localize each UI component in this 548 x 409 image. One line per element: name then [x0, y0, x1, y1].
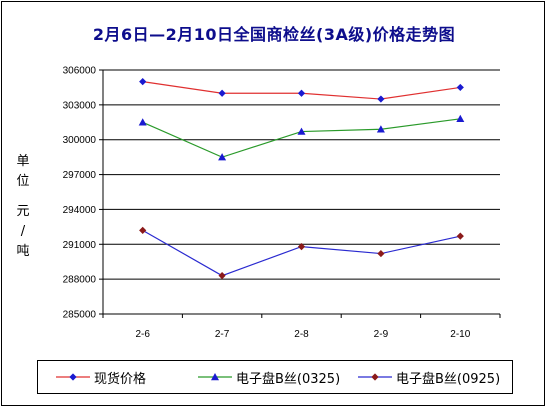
x-tick-label: 2-9	[374, 329, 389, 340]
grid-lines	[103, 69, 500, 315]
data-point-0325	[138, 118, 147, 126]
series-line-0925	[142, 229, 461, 277]
y-axis-label-char: 吨	[16, 244, 30, 259]
data-point-0325	[297, 127, 306, 135]
data-point-spot	[139, 78, 147, 86]
legend-swatch-marker	[211, 373, 219, 381]
legend-item-0925: 电子盘B丝(0925)	[358, 361, 500, 393]
y-axis-label-char: 单	[16, 154, 30, 169]
legend-item-spot: 现货价格	[56, 361, 146, 393]
series-spot	[139, 78, 464, 103]
data-point-spot	[297, 89, 306, 97]
series-layer	[138, 78, 465, 280]
y-tick-labels: 285000 288000 291000 294000 297000 300000 3030…	[63, 66, 97, 321]
legend-swatch-0325	[198, 373, 232, 381]
data-point-0925	[377, 249, 385, 258]
legend-swatch-marker	[69, 373, 77, 381]
data-point-0925	[456, 232, 464, 240]
y-tick-label: 306000	[63, 66, 97, 77]
y-tick-label: 297000	[63, 170, 97, 181]
chart-title: 2月6日—2月10日全国商检丝(3A级)价格走势图	[92, 25, 456, 44]
data-point-spot	[456, 83, 464, 92]
y-axis-label-char: 位	[16, 174, 30, 189]
legend-label-0325: 电子盘B丝(0325)	[236, 371, 341, 387]
legend-label-spot: 现货价格	[94, 371, 147, 387]
data-point-0325	[376, 125, 385, 133]
y-tick-label: 288000	[63, 275, 97, 286]
axes	[99, 69, 501, 318]
data-point-0925	[139, 226, 147, 234]
series-line-0325	[142, 118, 461, 158]
data-point-spot	[218, 89, 226, 97]
data-point-0325	[456, 114, 465, 122]
data-point-0325	[218, 153, 227, 161]
data-point-0925	[218, 272, 226, 280]
y-tick-label: 300000	[63, 135, 97, 146]
x-tick-label: 2-8	[294, 329, 309, 340]
x-tick-label: 2-10	[450, 329, 470, 340]
legend-item-0325: 电子盘B丝(0325)	[198, 361, 340, 393]
series-0325	[138, 114, 465, 161]
y-axis-label-char: /	[20, 224, 26, 239]
data-point-spot	[377, 95, 385, 103]
legend-swatch-marker	[371, 373, 379, 381]
y-tick-label: 285000	[63, 310, 97, 321]
y-axis-label-char: 元	[16, 204, 30, 219]
x-tick-label: 2-7	[215, 329, 230, 340]
y-tick-label: 294000	[63, 205, 97, 216]
y-tick-label: 291000	[63, 240, 97, 251]
series-0925	[139, 226, 464, 280]
y-tick-label: 303000	[63, 100, 97, 111]
legend-swatch-spot	[56, 373, 90, 381]
x-tick-label: 2-6	[135, 329, 150, 340]
data-point-0925	[297, 243, 306, 251]
legend-label-0925: 电子盘B丝(0925)	[396, 371, 501, 387]
y-axis-label: 单 位 元 / 吨	[14, 152, 32, 262]
legend-swatch-0925	[358, 373, 392, 381]
legend: 现货价格 电子盘B丝(0325) 电子盘B丝(0925)	[37, 360, 513, 394]
x-tick-labels: 2-6 2-7 2-8 2-9 2-10	[135, 329, 470, 340]
